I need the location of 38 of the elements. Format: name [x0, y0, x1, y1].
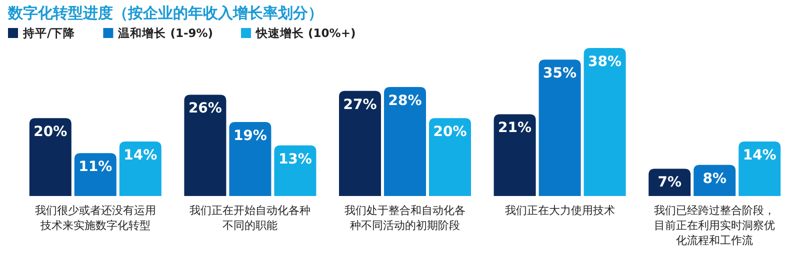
- x-tick-label: 我们很少或者还没有运用技术来实施数字化转型: [34, 204, 156, 232]
- bar: [229, 122, 272, 196]
- bar: [184, 94, 226, 196]
- legend-label: 持平/下降: [22, 26, 76, 40]
- data-label: 11%: [78, 159, 112, 176]
- data-label: 21%: [498, 120, 532, 136]
- bar: [538, 60, 581, 196]
- data-label: 20%: [433, 124, 467, 140]
- data-label: 27%: [343, 96, 377, 113]
- x-tick-label: 我们正在大力使用技术: [504, 204, 615, 217]
- bar: [384, 86, 426, 196]
- data-label: 26%: [188, 100, 222, 117]
- data-label: 19%: [233, 128, 267, 144]
- bar: [119, 141, 162, 196]
- bar: [339, 90, 381, 196]
- bar: [738, 141, 781, 196]
- data-label: 14%: [742, 147, 776, 164]
- x-tick-label: 我们已经跨过整合阶段，目前正在利用实时洞察优化流程和工作流: [654, 204, 776, 247]
- bar: [29, 118, 72, 196]
- bar: [494, 114, 536, 196]
- x-tick-label: 我们处于整合和自动化各种不同活动的初期阶段: [344, 204, 466, 232]
- data-label: 8%: [702, 170, 726, 187]
- data-label: 13%: [278, 151, 312, 168]
- bar: [274, 145, 316, 196]
- data-label: 38%: [588, 54, 622, 70]
- legend-label: 快速增长 (10%+): [255, 26, 356, 40]
- bar: [584, 48, 626, 196]
- data-label: 35%: [543, 66, 577, 82]
- chart-title: 数字化转型进度（按企业的年收入增长率划分）: [7, 4, 323, 22]
- data-label: 7%: [658, 174, 682, 191]
- data-label: 14%: [124, 147, 158, 164]
- data-label: 20%: [34, 124, 68, 140]
- x-tick-label: 我们正在开始自动化各种不同的职能: [190, 204, 311, 232]
- data-label: 28%: [388, 92, 422, 109]
- bar: [429, 118, 471, 196]
- legend-label: 温和增长 (1-9%): [117, 26, 214, 40]
- bar: [648, 168, 691, 196]
- bar: [74, 153, 116, 196]
